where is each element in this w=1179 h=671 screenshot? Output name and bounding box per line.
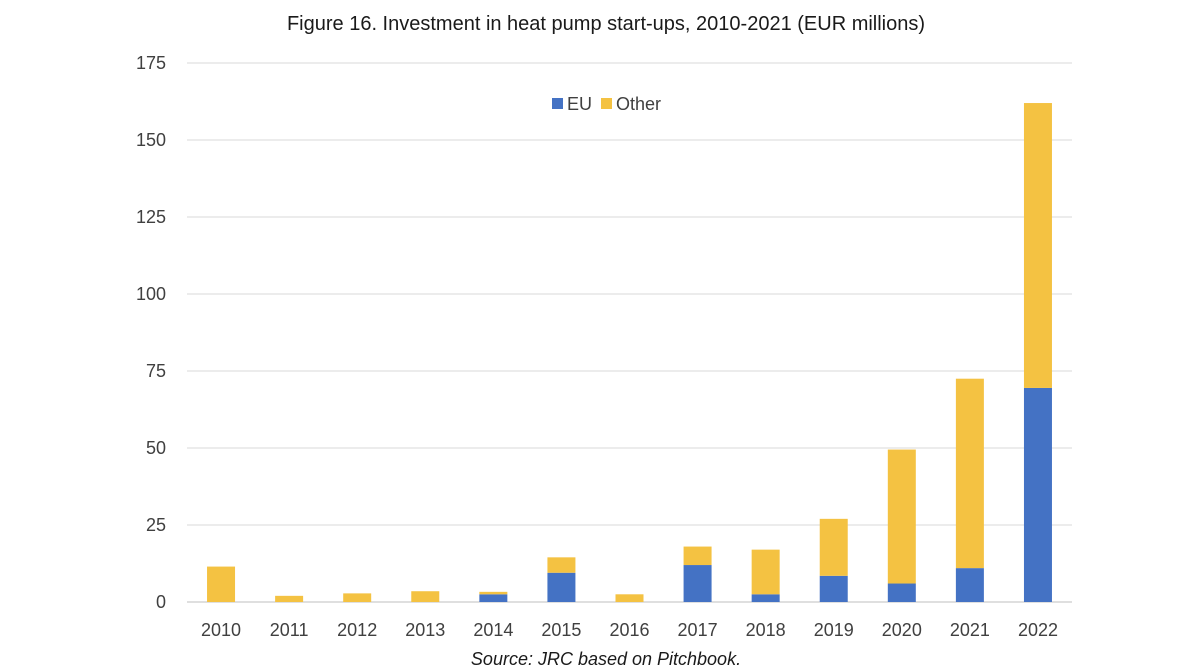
bar-other-2010 — [207, 566, 236, 602]
bar-eu-2019 — [819, 575, 848, 602]
bar-other-2018 — [751, 549, 780, 595]
x-tick-label-2016: 2016 — [609, 620, 649, 640]
x-axis-ticks: 2010 2011 2012 2013 2014 2015 2016 2017 2018 2019… — [201, 620, 1058, 640]
legend-label-eu: EU — [567, 94, 592, 114]
bar-other-2021 — [955, 378, 984, 569]
bar-eu-2014 — [479, 594, 508, 602]
bar-eu-2015 — [547, 572, 576, 602]
y-tick-label-0: 0 — [156, 592, 166, 612]
bar-other-2015 — [547, 557, 576, 573]
bars — [207, 103, 1052, 602]
x-tick-label-2011: 2011 — [270, 620, 309, 640]
x-tick-label-2017: 2017 — [678, 620, 718, 640]
bar-other-2017 — [683, 546, 712, 566]
x-tick-label-2019: 2019 — [814, 620, 854, 640]
legend-label-other: Other — [616, 94, 661, 114]
legend-swatch-other — [601, 98, 612, 109]
x-tick-label-2020: 2020 — [882, 620, 922, 640]
x-tick-label-2010: 2010 — [201, 620, 241, 640]
x-tick-label-2013: 2013 — [405, 620, 445, 640]
bar-other-2011 — [275, 595, 304, 602]
y-axis-ticks: 0 25 50 75 100 125 150 175 — [136, 53, 166, 612]
x-tick-label-2012: 2012 — [337, 620, 377, 640]
chart-title: Figure 16. Investment in heat pump start… — [287, 13, 925, 35]
gridlines — [187, 62, 1072, 603]
bar-eu-2022 — [1023, 387, 1052, 602]
x-tick-label-2022: 2022 — [1018, 620, 1058, 640]
y-tick-label-25: 25 — [146, 515, 166, 535]
bar-other-2013 — [411, 591, 440, 602]
bar-eu-2021 — [955, 568, 984, 602]
x-tick-label-2015: 2015 — [541, 620, 581, 640]
bar-other-2014 — [479, 591, 508, 595]
x-tick-label-2021: 2021 — [950, 620, 990, 640]
y-tick-label-150: 150 — [136, 130, 166, 150]
legend: EU Other — [552, 94, 661, 114]
bar-eu-2020 — [887, 583, 916, 602]
y-tick-label-50: 50 — [146, 438, 166, 458]
bar-other-2019 — [819, 518, 848, 576]
legend-swatch-eu — [552, 98, 563, 109]
source-note: Source: JRC based on Pitchbook. — [471, 649, 741, 669]
bar-other-2016 — [615, 594, 644, 602]
x-tick-label-2018: 2018 — [746, 620, 786, 640]
x-tick-label-2014: 2014 — [473, 620, 513, 640]
bar-other-2012 — [343, 593, 372, 602]
y-tick-label-125: 125 — [136, 207, 166, 227]
bar-eu-2018 — [751, 594, 780, 602]
bar-other-2022 — [1023, 103, 1052, 388]
y-tick-label-100: 100 — [136, 284, 166, 304]
bar-other-2020 — [887, 449, 916, 584]
bar-eu-2017 — [683, 565, 712, 602]
y-tick-label-175: 175 — [136, 53, 166, 73]
y-tick-label-75: 75 — [146, 361, 166, 381]
